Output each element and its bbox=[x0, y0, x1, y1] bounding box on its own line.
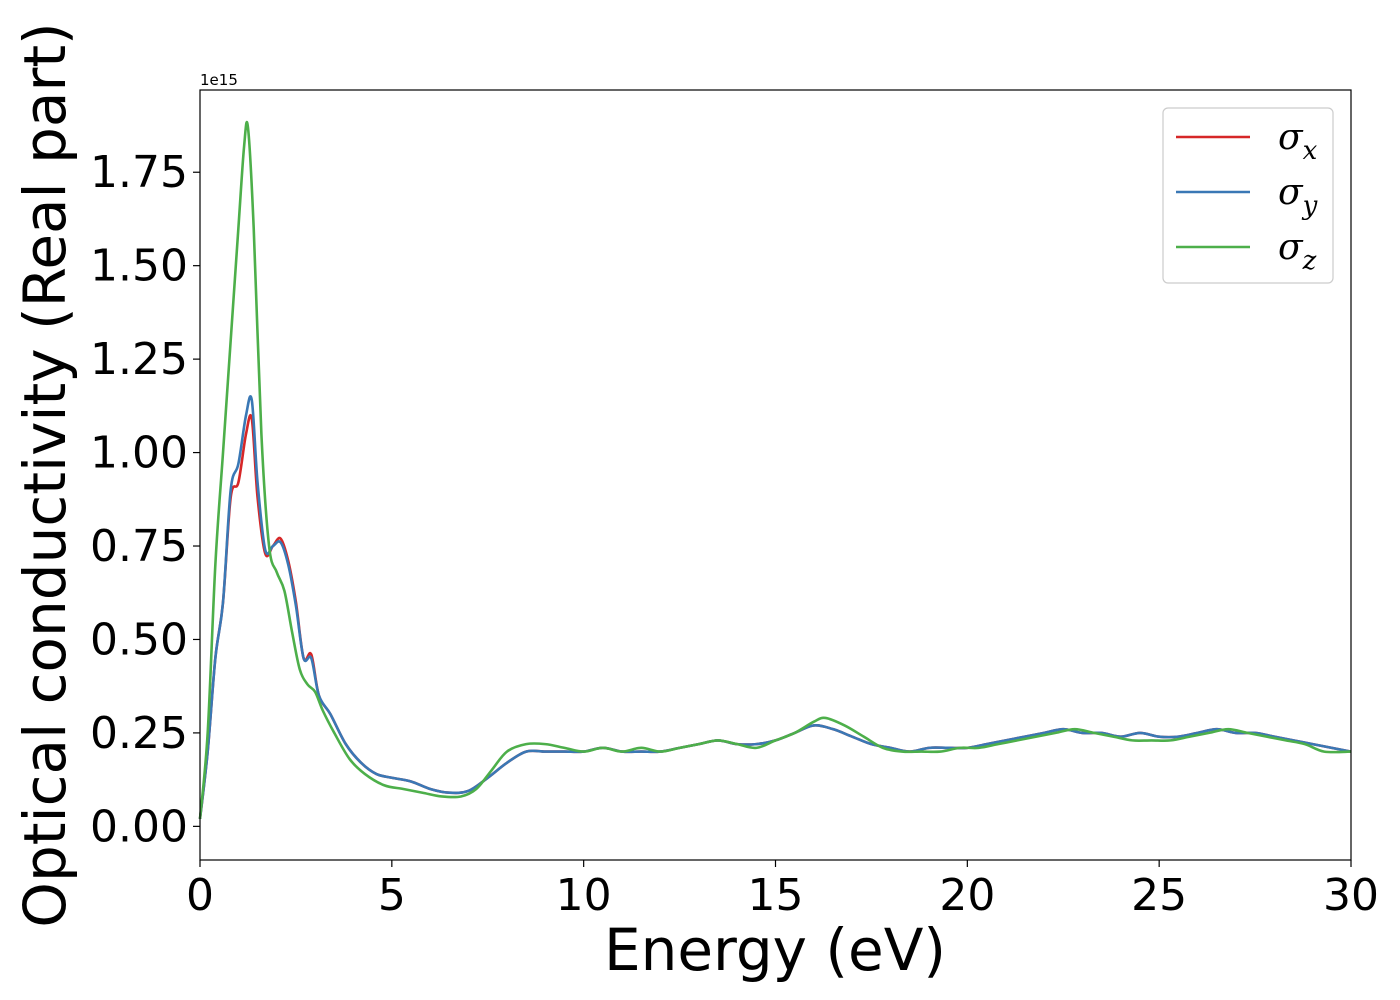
series-line-z bbox=[198, 120, 1352, 819]
x-tick-label: 25 bbox=[1131, 870, 1187, 921]
legend-frame bbox=[1162, 107, 1334, 284]
y-tick-label: 1.50 bbox=[90, 241, 188, 292]
series-line-x bbox=[198, 414, 1352, 820]
y-tick-label: 0.50 bbox=[90, 614, 188, 665]
x-tick-label: 0 bbox=[186, 870, 214, 921]
y-axis-ticks: 0.00 0.25 0.50 0.75 1.00 1.25 1.50 1.75 bbox=[90, 147, 200, 852]
y-tick-label: 0.00 bbox=[90, 801, 188, 852]
y-tick-label: 1.25 bbox=[90, 334, 188, 385]
y-tick-label: 0.75 bbox=[90, 521, 188, 572]
legend-label-z: σz bbox=[1278, 227, 1317, 276]
y-tick-label: 1.75 bbox=[90, 147, 188, 198]
x-tick-label: 5 bbox=[378, 870, 406, 921]
y-tick-label: 1.00 bbox=[90, 428, 188, 479]
legend: σx σy σz bbox=[1162, 107, 1334, 284]
x-axis-label: Energy (eV) bbox=[604, 916, 946, 984]
series-line-y bbox=[198, 395, 1352, 820]
x-tick-label: 10 bbox=[556, 870, 612, 921]
y-axis-label: Optical conductivity (Real part) bbox=[11, 22, 79, 927]
x-tick-label: 30 bbox=[1323, 870, 1379, 921]
legend-label-x: σx bbox=[1278, 117, 1318, 166]
x-axis-ticks: 0 5 10 15 20 25 30 bbox=[186, 860, 1379, 921]
x-tick-label: 15 bbox=[748, 870, 804, 921]
y-tick-label: 0.25 bbox=[90, 708, 188, 759]
y-offset-text: 1e15 bbox=[200, 71, 238, 89]
series-layer bbox=[198, 120, 1352, 820]
legend-label-y: σy bbox=[1278, 172, 1318, 221]
x-tick-label: 20 bbox=[939, 870, 995, 921]
